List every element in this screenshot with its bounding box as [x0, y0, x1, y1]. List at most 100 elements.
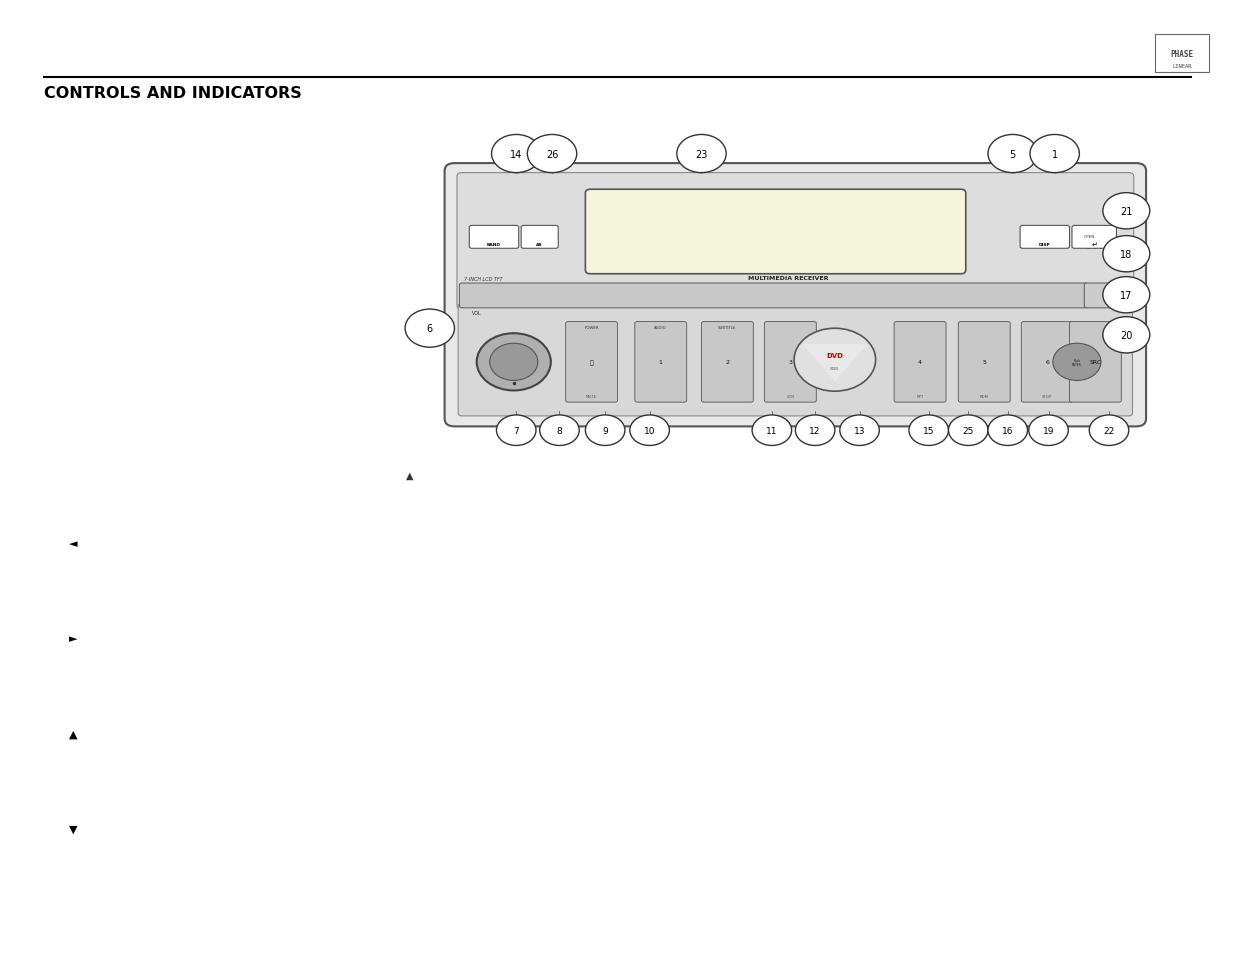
Circle shape: [840, 416, 879, 446]
Circle shape: [948, 416, 988, 446]
Text: RDM: RDM: [979, 395, 989, 399]
Text: 7-INCH LCD TFT: 7-INCH LCD TFT: [464, 276, 503, 282]
Text: 18: 18: [1120, 250, 1132, 259]
Circle shape: [1030, 135, 1079, 173]
Text: 9: 9: [603, 426, 608, 436]
FancyBboxPatch shape: [1072, 226, 1116, 249]
Circle shape: [1103, 236, 1150, 273]
Circle shape: [492, 135, 541, 173]
Text: 22: 22: [1103, 426, 1115, 436]
Text: 12: 12: [809, 426, 821, 436]
Text: 16: 16: [1002, 426, 1014, 436]
Text: 10: 10: [643, 426, 656, 436]
Text: DISP: DISP: [1039, 243, 1051, 247]
Text: MUTE: MUTE: [585, 395, 598, 399]
Text: RPT: RPT: [916, 395, 924, 399]
Circle shape: [1103, 277, 1150, 314]
FancyBboxPatch shape: [1020, 226, 1070, 249]
Text: 26: 26: [546, 150, 558, 159]
FancyBboxPatch shape: [764, 322, 816, 403]
FancyBboxPatch shape: [445, 164, 1146, 427]
Text: 8: 8: [557, 426, 562, 436]
FancyBboxPatch shape: [1021, 322, 1073, 403]
Text: 5: 5: [1009, 150, 1016, 159]
Text: ►: ►: [69, 634, 77, 643]
Circle shape: [630, 416, 669, 446]
FancyBboxPatch shape: [521, 226, 558, 249]
Text: CONTROLS AND INDICATORS: CONTROLS AND INDICATORS: [44, 86, 303, 101]
Circle shape: [477, 334, 551, 391]
Text: AUDIO: AUDIO: [655, 326, 667, 330]
FancyBboxPatch shape: [894, 322, 946, 403]
Text: PHASE: PHASE: [1171, 50, 1193, 59]
FancyBboxPatch shape: [1070, 322, 1121, 403]
Text: ▲: ▲: [1103, 294, 1108, 298]
Text: 20: 20: [1120, 331, 1132, 340]
Circle shape: [585, 416, 625, 446]
Text: LINEAR: LINEAR: [1172, 64, 1192, 70]
Text: 14: 14: [510, 150, 522, 159]
Circle shape: [752, 416, 792, 446]
Circle shape: [988, 135, 1037, 173]
Circle shape: [405, 310, 454, 348]
Polygon shape: [803, 345, 867, 382]
Text: ↵: ↵: [1092, 242, 1097, 248]
FancyBboxPatch shape: [566, 322, 618, 403]
Circle shape: [909, 416, 948, 446]
Circle shape: [1029, 416, 1068, 446]
Text: 6: 6: [427, 324, 432, 334]
Text: 2: 2: [725, 360, 730, 365]
Text: MULTIMEDIA RECEIVER: MULTIMEDIA RECEIVER: [747, 275, 829, 280]
Text: 21: 21: [1120, 207, 1132, 216]
FancyBboxPatch shape: [701, 322, 753, 403]
Text: ⓘ: ⓘ: [589, 359, 594, 365]
Text: 17: 17: [1120, 291, 1132, 300]
Text: VOL: VOL: [472, 311, 482, 315]
Text: VIDEO: VIDEO: [830, 366, 840, 370]
Text: STOP: STOP: [1042, 395, 1052, 399]
Text: AS: AS: [536, 243, 543, 247]
FancyBboxPatch shape: [457, 173, 1134, 310]
Text: 5: 5: [982, 360, 987, 365]
Text: SCN: SCN: [787, 395, 794, 399]
Circle shape: [1089, 416, 1129, 446]
Text: 1: 1: [1052, 150, 1057, 159]
FancyBboxPatch shape: [1084, 284, 1126, 309]
Circle shape: [794, 329, 876, 392]
Text: OPEN: OPEN: [1083, 234, 1095, 238]
Text: UV7: UV7: [1084, 241, 1105, 251]
FancyBboxPatch shape: [958, 322, 1010, 403]
Text: 25: 25: [962, 426, 974, 436]
Text: DVD: DVD: [826, 353, 844, 358]
Text: ▲: ▲: [406, 471, 414, 480]
Text: ▼: ▼: [69, 824, 77, 834]
Circle shape: [496, 416, 536, 446]
FancyBboxPatch shape: [1155, 35, 1209, 73]
Text: SUBTITLE: SUBTITLE: [719, 326, 736, 330]
Text: 7: 7: [514, 426, 519, 436]
Text: 23: 23: [695, 150, 708, 159]
Circle shape: [988, 416, 1028, 446]
Text: SRC: SRC: [1089, 360, 1102, 365]
Text: 15: 15: [923, 426, 935, 436]
Circle shape: [1052, 344, 1102, 381]
Text: 13: 13: [853, 426, 866, 436]
Text: 11: 11: [766, 426, 778, 436]
FancyBboxPatch shape: [469, 226, 519, 249]
Circle shape: [527, 135, 577, 173]
Circle shape: [489, 344, 537, 381]
Text: 19: 19: [1042, 426, 1055, 436]
Circle shape: [677, 135, 726, 173]
Circle shape: [1103, 317, 1150, 354]
Circle shape: [1040, 334, 1114, 391]
Text: BAND: BAND: [487, 243, 501, 247]
Text: 3: 3: [788, 360, 793, 365]
FancyBboxPatch shape: [458, 304, 1132, 416]
Circle shape: [540, 416, 579, 446]
FancyBboxPatch shape: [635, 322, 687, 403]
Text: POWER: POWER: [584, 326, 599, 330]
Text: 4: 4: [918, 360, 923, 365]
Circle shape: [1103, 193, 1150, 230]
FancyBboxPatch shape: [585, 190, 966, 274]
Text: ◄: ◄: [69, 538, 77, 548]
